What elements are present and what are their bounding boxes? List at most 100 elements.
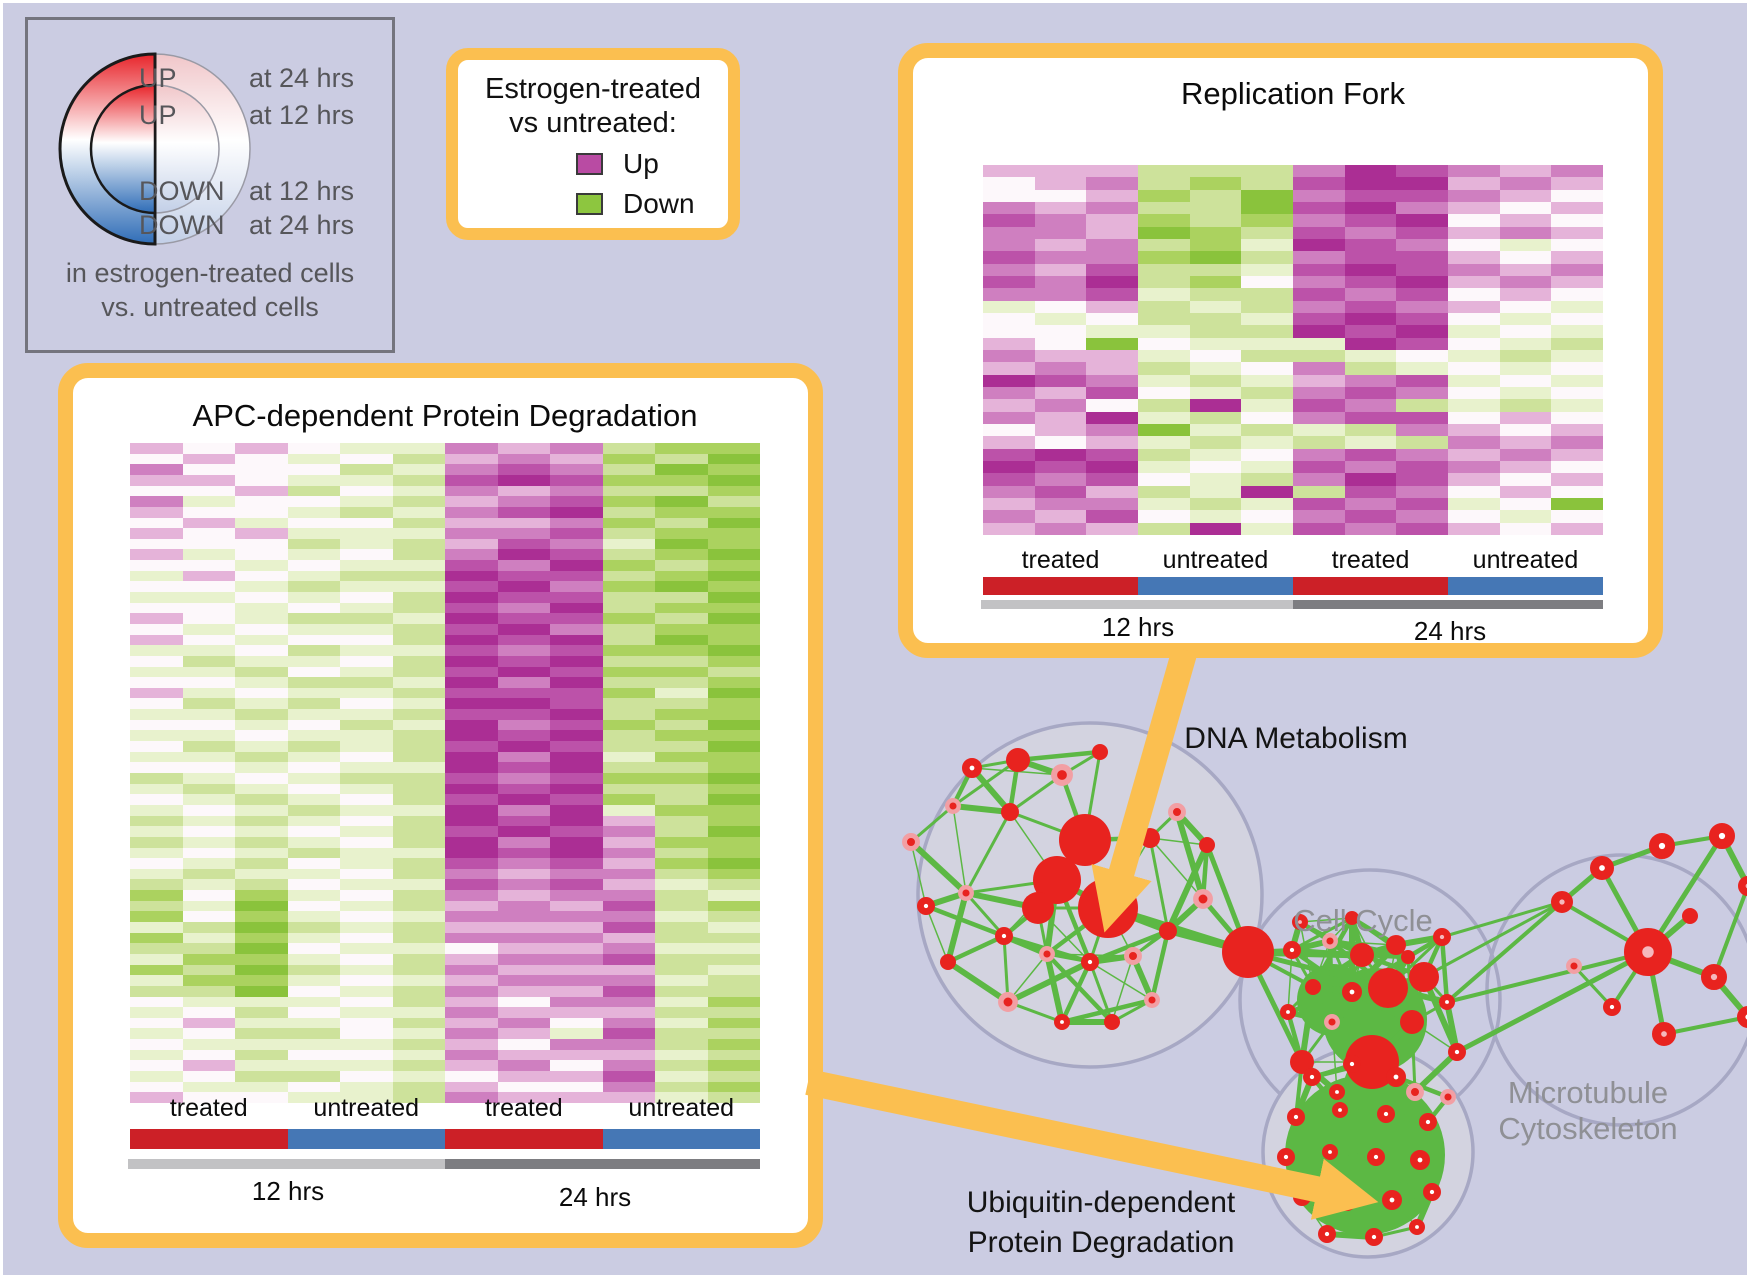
heatmap-cell	[655, 847, 708, 859]
heatmap-cell	[235, 858, 288, 869]
heatmap-cell	[392, 443, 445, 454]
heatmap-cell	[392, 698, 445, 710]
heatmap-cell	[497, 730, 550, 742]
heatmap-cell	[602, 506, 655, 518]
heatmap-cell	[1396, 349, 1448, 363]
heatmap-cell	[602, 1028, 655, 1040]
heatmap-cell	[1499, 214, 1552, 227]
treatment-color-bar	[983, 577, 1603, 595]
heatmap-cell	[1241, 522, 1293, 535]
heatmap-cell	[235, 666, 288, 678]
heatmap-cell	[1499, 165, 1552, 178]
heatmap-cell	[287, 655, 340, 667]
heatmap-cell	[392, 538, 445, 550]
heatmap-cell	[1138, 485, 1190, 498]
heatmap-cell	[550, 922, 603, 933]
heatmap-cell	[707, 549, 760, 561]
network-edge	[1349, 942, 1399, 995]
heatmap-cell	[1189, 362, 1242, 375]
heatmap-cell	[602, 655, 655, 667]
down-label: Down	[623, 188, 695, 219]
heatmap-cell	[287, 815, 340, 827]
heatmap-cell	[550, 783, 603, 795]
group-label: untreated	[1472, 546, 1579, 574]
heatmap-cell	[1086, 349, 1138, 363]
heatmap-cell	[182, 911, 235, 923]
heatmap-cell	[340, 719, 393, 731]
heatmap-cell	[1551, 251, 1603, 264]
heatmap-cell	[445, 474, 498, 486]
heatmap-cell	[1189, 522, 1242, 535]
heatmap-cell	[655, 773, 708, 784]
heatmap-cell	[1293, 399, 1345, 412]
heatmap-cell	[497, 985, 550, 997]
network-node-halo	[1440, 1089, 1456, 1105]
heatmap-cell	[1138, 165, 1190, 178]
heatmap-cell	[235, 879, 288, 891]
heatmap-cell	[550, 900, 603, 912]
heatmap-cell	[1138, 177, 1190, 190]
heatmap-cell	[130, 741, 183, 752]
heatmap-cell	[1138, 436, 1190, 449]
heatmap-cell	[1086, 201, 1138, 215]
heatmap-cell	[235, 581, 288, 593]
heatmap-cell	[602, 709, 655, 720]
heatmap-cell	[1293, 325, 1345, 338]
heatmap-cell	[602, 443, 655, 454]
heatmap-cell	[340, 506, 393, 518]
heatmap-cell	[182, 602, 235, 614]
heatmap-cell	[602, 1049, 655, 1061]
network-node-ring-white	[1737, 1006, 1747, 1028]
heatmap-cell	[130, 496, 183, 507]
network-node-ring-white	[1342, 981, 1363, 1002]
heatmap-cell	[340, 794, 393, 805]
heatmap-cell	[340, 964, 393, 976]
heatmap-cell	[130, 560, 183, 571]
heatmap-cell	[497, 496, 550, 507]
heatmap-cell	[983, 522, 1035, 535]
network-node-ring-pink	[1551, 890, 1574, 913]
heatmap-cell	[1551, 275, 1603, 289]
heatmap-cell	[287, 890, 340, 901]
heatmap-cell	[182, 890, 235, 901]
heatmap-cell	[1344, 522, 1397, 535]
heatmap-cell	[235, 517, 288, 529]
heatmap-cell	[655, 730, 708, 742]
heatmap-cell	[235, 751, 288, 763]
heatmap-cell	[1241, 263, 1293, 276]
network-edge	[964, 811, 1012, 894]
heatmap-cell	[182, 655, 235, 667]
heatmap-cell	[1344, 226, 1397, 239]
heatmap-cell	[130, 549, 183, 561]
heatmap-cell	[602, 836, 655, 848]
heatmap-cell	[1086, 238, 1138, 252]
network-edge	[1044, 953, 1065, 1023]
heatmap-cell	[707, 506, 760, 518]
heatmap-cell	[287, 741, 340, 752]
heatmap-cell	[130, 890, 183, 901]
heatmap-cell	[130, 773, 183, 784]
time-bar-12hrs	[128, 1159, 445, 1169]
heatmap-cell	[1293, 263, 1345, 276]
network-edge	[925, 905, 949, 963]
heatmap-cell	[445, 1049, 498, 1061]
heatmap-cell	[1241, 362, 1293, 375]
heatmap-cell	[983, 263, 1035, 276]
heatmap-cell	[182, 549, 235, 561]
heatmap-cell	[1189, 214, 1242, 227]
heatmap-cell	[235, 1028, 288, 1040]
heatmap-cell	[235, 890, 288, 901]
heatmap-cell	[130, 645, 183, 656]
cell-cycle-label: Cell Cycle	[1293, 903, 1433, 938]
heatmap-cell	[182, 773, 235, 784]
heatmap-cell	[130, 964, 183, 976]
heatmap-cell	[655, 613, 708, 624]
heatmap-cell	[602, 687, 655, 699]
heatmap-cell	[497, 464, 550, 475]
heatmap-cell	[287, 985, 340, 997]
heatmap-cell	[340, 549, 393, 561]
heatmap-cell	[1448, 522, 1500, 535]
heatmap-cell	[602, 826, 655, 837]
heatmap-cell	[1344, 300, 1397, 313]
network-edge	[925, 903, 1005, 939]
